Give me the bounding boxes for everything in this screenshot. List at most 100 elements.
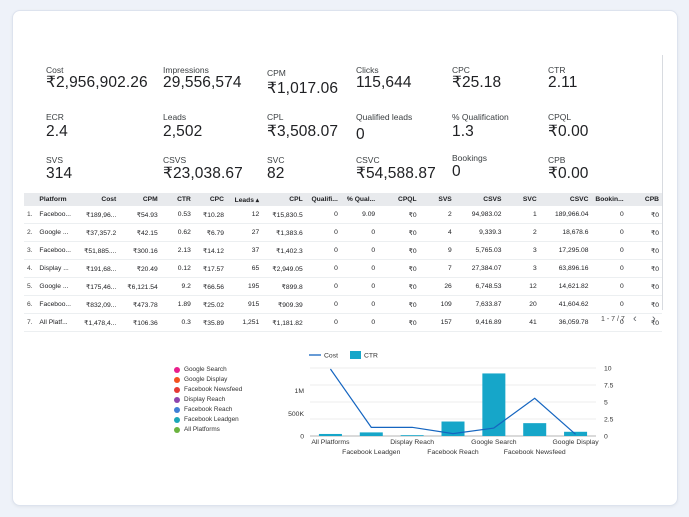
table-cell: 1.89 xyxy=(160,295,194,314)
column-header[interactable]: Qualifi... xyxy=(305,193,341,206)
legend-item[interactable]: Facebook Leadgen xyxy=(174,415,242,425)
right-axis-tick: 7.5 xyxy=(604,383,614,390)
kpi-svc: SVC 82 xyxy=(267,155,284,183)
legend-label: Google Display xyxy=(184,376,228,383)
table-cell: 9,416.89 xyxy=(454,313,505,332)
table-cell: ₹66.56 xyxy=(193,277,227,296)
kpi-value: ₹0.00 xyxy=(548,165,589,182)
column-header[interactable]: CSVC xyxy=(539,193,592,206)
table-cell: ₹0 xyxy=(626,241,662,260)
column-header[interactable]: CPQL xyxy=(378,193,420,206)
cost-line xyxy=(329,368,576,435)
legend-dot-icon xyxy=(174,367,180,373)
table-row[interactable]: 7. All Platf... ₹1,478,4... ₹106.36 0.3 ₹35.8… xyxy=(24,313,662,332)
table-body: 1. Faceboo... ₹189,96... ₹54.93 0.53 ₹10.28 12… xyxy=(24,206,662,332)
next-page-button[interactable]: › xyxy=(652,313,656,325)
table-cell: ₹35.89 xyxy=(193,313,227,332)
table-cell: 157 xyxy=(419,313,455,332)
column-header[interactable]: CPM xyxy=(119,193,161,206)
platform-legend: Google Search Google Display Facebook News… xyxy=(174,365,242,435)
category-label: Facebook Reach xyxy=(427,449,479,456)
table-cell: 0 xyxy=(340,223,379,242)
kpi-qualified-leads: Qualified leads 0 xyxy=(356,112,412,144)
table-row[interactable]: 2. Google ... ₹37,357.2 ₹42.15 0.62 ₹6.79 27 ₹1… xyxy=(24,223,662,242)
column-header[interactable]: Platform xyxy=(36,193,76,206)
table-cell: 26 xyxy=(419,277,455,296)
table-cell: 2 xyxy=(419,206,455,224)
table-cell: 0.53 xyxy=(160,206,194,224)
legend-item[interactable]: Google Display xyxy=(174,375,242,385)
kpi-label: CPB xyxy=(548,155,566,165)
category-label: All Platforms xyxy=(311,439,350,446)
table-cell: 0 xyxy=(340,259,379,278)
legend-dot-icon xyxy=(174,397,180,403)
table-row[interactable]: 4. Display ... ₹191,68... ₹20.49 0.12 ₹17.57 6… xyxy=(24,259,662,278)
table-cell: ₹0 xyxy=(378,241,420,260)
legend-dot-icon xyxy=(174,417,180,423)
ctr-bar xyxy=(318,433,342,436)
kpi-label: % Qualification xyxy=(452,112,509,122)
table-cell: 18,678.6 xyxy=(539,223,592,242)
table-cell: ₹300.16 xyxy=(119,241,161,260)
column-header[interactable]: CPB xyxy=(626,193,662,206)
table-cell: ₹0 xyxy=(626,206,662,224)
table-cell: ₹175,46... xyxy=(75,277,120,296)
ctr-legend-label: CTR xyxy=(364,353,378,360)
legend-item[interactable]: Google Search xyxy=(174,365,242,375)
legend-item[interactable]: All Platforms xyxy=(174,425,242,435)
table-cell: ₹0 xyxy=(378,206,420,224)
table-cell: 41 xyxy=(504,313,540,332)
table-cell: 0.12 xyxy=(160,259,194,278)
column-header[interactable]: % Qual... xyxy=(340,193,379,206)
table-row[interactable]: 6. Faceboo... ₹832,09... ₹473.78 1.89 ₹25.02 9… xyxy=(24,295,662,314)
kpi-value: 115,644 xyxy=(356,74,412,91)
table-cell: 0 xyxy=(340,295,379,314)
kpi-leads: Leads 2,502 xyxy=(163,112,202,141)
table-cell: 0 xyxy=(591,206,627,224)
table-cell: ₹54.93 xyxy=(119,206,161,224)
column-header[interactable]: CPC xyxy=(193,193,227,206)
column-header[interactable]: SVC xyxy=(504,193,540,206)
kpi-impressions: Impressions 29,556,574 xyxy=(163,65,242,92)
table-row[interactable]: 3. Faceboo... ₹51,885.... ₹300.16 2.13 ₹14.12… xyxy=(24,241,662,260)
prev-page-button[interactable]: ‹ xyxy=(633,313,637,325)
column-header[interactable]: CTR xyxy=(160,193,194,206)
legend-item[interactable]: Facebook Newsfeed xyxy=(174,385,242,395)
table-cell: 0 xyxy=(305,313,341,332)
row-number: 7. xyxy=(24,313,37,332)
row-number: 3. xyxy=(24,241,37,260)
column-header[interactable]: Bookin... xyxy=(591,193,627,206)
legend-item[interactable]: Display Reach xyxy=(174,395,242,405)
column-header[interactable]: CSVS xyxy=(454,193,505,206)
table-cell: ₹473.78 xyxy=(119,295,161,314)
column-header[interactable]: CPL xyxy=(262,193,306,206)
table-cell: ₹106.36 xyxy=(119,313,161,332)
table-cell: 109 xyxy=(419,295,455,314)
table-cell: 12 xyxy=(504,277,540,296)
column-header[interactable]: SVS xyxy=(419,193,455,206)
kpi-label: Bookings xyxy=(452,153,487,163)
scrollbar[interactable] xyxy=(662,55,663,310)
table-cell: 65 xyxy=(226,259,263,278)
table-cell: ₹0 xyxy=(378,259,420,278)
table-cell: 9 xyxy=(419,241,455,260)
table-cell: ₹2,949.05 xyxy=(262,259,306,278)
right-axis-tick: 5 xyxy=(604,400,608,407)
column-header[interactable]: Leads ▴ xyxy=(226,193,263,206)
row-number: 4. xyxy=(24,259,37,278)
kpi-cpm: CPM ₹1,017.06 xyxy=(267,68,338,98)
table-cell: 0 xyxy=(591,277,627,296)
table-cell: 0 xyxy=(591,295,627,314)
legend-item[interactable]: Facebook Reach xyxy=(174,405,242,415)
legend-dot-icon xyxy=(174,387,180,393)
column-header[interactable]: Cost xyxy=(75,193,120,206)
kpi-ecr: ECR 2.4 xyxy=(46,112,68,141)
kpi-label: SVC xyxy=(267,155,285,165)
table-cell: ₹0 xyxy=(378,295,420,314)
table-row[interactable]: 1. Faceboo... ₹189,96... ₹54.93 0.53 ₹10.28 12… xyxy=(24,206,662,224)
table-cell: Faceboo... xyxy=(36,241,76,260)
column-header[interactable] xyxy=(24,193,37,206)
table-cell: 0 xyxy=(305,277,341,296)
table-cell: 0 xyxy=(591,241,627,260)
table-row[interactable]: 5. Google ... ₹175,46... ₹6,121.54 9.2 ₹66.56… xyxy=(24,277,662,296)
